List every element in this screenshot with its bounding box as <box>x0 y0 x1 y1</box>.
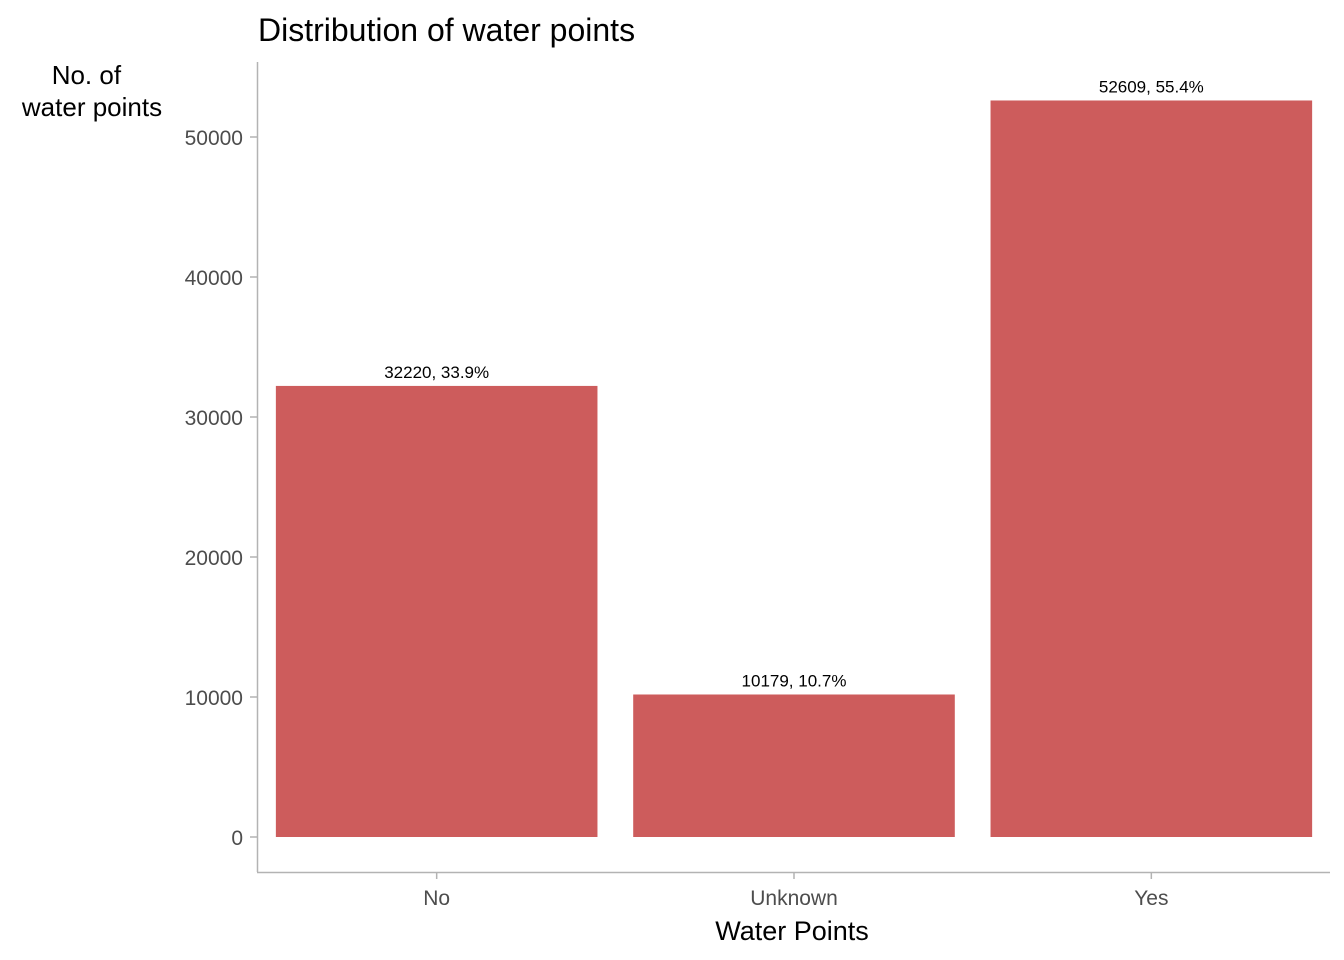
data-label-yes: 52609, 55.4% <box>1099 77 1204 96</box>
y-axis-label: No. of water points <box>21 60 162 122</box>
chart-title: Distribution of water points <box>258 12 635 48</box>
x-tick-label-yes: Yes <box>1134 887 1168 910</box>
bar-yes <box>990 100 1313 837</box>
data-labels-group: 32220, 33.9% 10179, 10.7% 52609, 55.4% <box>384 77 1204 690</box>
y-tick-label-10000: 10000 <box>185 687 243 710</box>
x-tick-label-unknown: Unknown <box>750 887 838 910</box>
y-tick-label-50000: 50000 <box>185 127 243 150</box>
y-tick-label-0: 0 <box>231 827 243 850</box>
bar-no <box>275 385 598 837</box>
bars-group <box>275 100 1313 837</box>
y-tick-label-20000: 20000 <box>185 547 243 570</box>
x-axis-label: Water Points <box>715 916 869 946</box>
bar-unknown <box>633 694 955 837</box>
y-tick-label-40000: 40000 <box>185 267 243 290</box>
x-axis-ticks: No Unknown Yes <box>423 872 1168 910</box>
y-tick-label-30000: 30000 <box>185 407 243 430</box>
y-axis-label-line-2: water points <box>21 92 162 122</box>
data-label-no: 32220, 33.9% <box>384 363 489 382</box>
data-label-unknown: 10179, 10.7% <box>742 671 847 690</box>
y-axis-label-line-1: No. of <box>52 60 122 90</box>
y-axis-ticks: 0 10000 20000 30000 40000 50000 <box>185 127 257 850</box>
x-tick-label-no: No <box>423 887 450 910</box>
